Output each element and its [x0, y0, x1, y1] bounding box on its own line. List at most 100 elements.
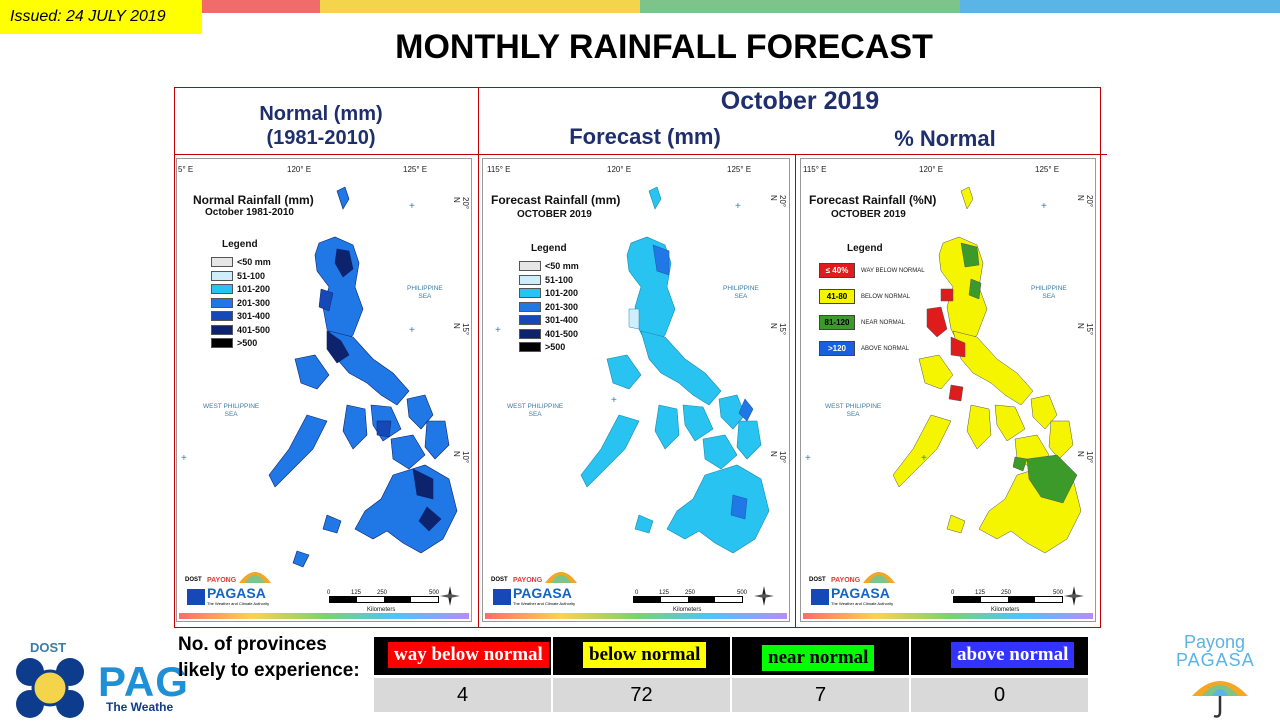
legend-swatch	[519, 301, 541, 312]
legend-item: <50 mm	[211, 257, 271, 267]
legend-swatch	[211, 311, 233, 321]
legend-swatch: 81-120	[819, 315, 855, 330]
normal-header-line2: (1981-2010)	[266, 127, 376, 149]
scale-unit: Kilometers	[673, 607, 702, 613]
logo-pagasa: PAGASA	[513, 585, 572, 601]
grid-cross: +	[805, 453, 811, 464]
scale-0: 0	[951, 590, 955, 596]
grid-cross: +	[921, 453, 927, 464]
legend-swatch	[519, 288, 541, 298]
color-strip	[179, 613, 469, 619]
pagasa-mini-logo: DOST PAYONG PAGASA The Weather and Clima…	[489, 561, 589, 609]
category-count: 0	[911, 678, 1088, 712]
category-header-cell: near normal	[732, 637, 909, 675]
tick-lon-125: 125° E	[403, 165, 428, 174]
logo-tagline: The Weather and Climate Authority	[831, 601, 894, 606]
panel-title: Forecast Rainfall (%N)	[809, 193, 936, 207]
sea-line2: SEA	[846, 411, 860, 418]
category-header-cell: below normal	[553, 637, 730, 675]
logo-pagasa: PAG	[98, 658, 189, 705]
sea-line1: PHILIPPINE	[723, 285, 759, 292]
legend-item: 301-400	[211, 311, 270, 321]
legend-label: 101-200	[237, 284, 271, 294]
legend-item: 201-300	[211, 297, 271, 308]
legend-label: ABOVE NORMAL	[861, 345, 910, 352]
sea-label-philippine: PHILIPPINE SEA	[723, 285, 759, 301]
tick-lon-125: 125° E	[727, 165, 752, 174]
pagasa-emblem-icon	[16, 658, 84, 718]
category-header-cell: way below normal	[374, 637, 551, 675]
umbrella-icon	[493, 572, 577, 605]
legend-label: >500	[237, 338, 258, 348]
logo-pagasa: PAGASA	[831, 585, 890, 601]
panel-title: Forecast Rainfall (mm)	[491, 193, 620, 207]
logo-payong: PAYONG	[513, 577, 543, 584]
legend-label: 51-100	[237, 270, 266, 281]
sea-label-philippine: PHILIPPINE SEA	[407, 285, 443, 301]
scale-500: 500	[737, 590, 748, 596]
legend-item: >500	[519, 342, 565, 352]
legend-item: >120 ABOVE NORMAL	[819, 341, 909, 356]
legend-item: 201-300	[519, 301, 578, 312]
grid-cross: +	[495, 325, 501, 336]
sea-line1: PHILIPPINE	[407, 285, 443, 292]
tick-lon-120: 120° E	[919, 165, 944, 174]
tick-lon-125: 125° E	[1035, 165, 1060, 174]
stripe-blue	[960, 0, 1280, 13]
map-philippines-normal	[268, 186, 458, 568]
legend-label: BELOW NORMAL	[861, 293, 911, 300]
pagasa-mini-logo: DOST PAYONG PAGASA The Weather and Clima…	[807, 561, 907, 609]
legend-label: NEAR NORMAL	[861, 319, 906, 326]
scale-250: 250	[377, 590, 388, 596]
tick-lon-115: 5° E	[178, 165, 194, 174]
sea-line1: WEST PHILIPPINE	[507, 403, 564, 410]
legend-label: WAY BELOW NORMAL	[861, 267, 925, 274]
sea-line2: SEA	[528, 411, 542, 418]
logo-tagline: The Weather and Climate Authority	[513, 601, 576, 606]
map-panel-percent: 115° E 120° E 125° E 20° N 15° N 10° N F…	[800, 158, 1096, 622]
grid-cross: +	[181, 453, 187, 464]
compass-icon	[440, 586, 460, 606]
legend-item: 101-200	[211, 284, 270, 294]
scale-unit: Kilometers	[991, 607, 1020, 613]
scale-bar	[329, 596, 439, 603]
panel-subtitle: OCTOBER 2019	[831, 209, 906, 220]
sea-label-philippine: PHILIPPINE SEA	[1031, 285, 1067, 301]
panel-subtitle: October 1981-2010	[205, 207, 294, 218]
normal-header-line1: Normal (mm)	[259, 103, 383, 125]
scale-unit: Kilometers	[367, 607, 396, 613]
panel-title-text: Normal Rainfall (mm)	[193, 193, 314, 207]
panel-subtitle: OCTOBER 2019	[517, 209, 592, 220]
percent-header: % Normal	[894, 126, 996, 151]
legend-title: Legend	[222, 239, 258, 250]
legend-swatch	[519, 328, 541, 339]
logo-dost: DOST	[491, 577, 508, 583]
grid-cross: +	[735, 201, 741, 212]
tick-lon-120: 120° E	[607, 165, 632, 174]
normal-header: Normal (mm) (1981-2010)	[176, 102, 466, 150]
tick-lon-120: 120° E	[287, 165, 312, 174]
sea-line1: WEST PHILIPPINE	[825, 403, 882, 410]
logo-tagline: The Weather and Climate Authority	[207, 601, 270, 606]
category-label: below normal	[583, 642, 707, 668]
grid-cross: +	[409, 325, 415, 336]
legend-label: 301-400	[545, 315, 579, 325]
logo-dost: DOST	[30, 640, 67, 655]
legend-swatch: >120	[819, 341, 855, 356]
stripe-yellow	[320, 0, 640, 13]
legend-swatch	[211, 324, 233, 335]
legend-item: 51-100	[519, 274, 573, 285]
sea-line2: SEA	[418, 293, 432, 300]
legend-label: 201-300	[237, 297, 271, 308]
category-count: 4	[374, 678, 551, 712]
legend-title: Legend	[847, 243, 883, 254]
legend-item: 101-200	[519, 288, 578, 298]
legend-item: 81-120 NEAR NORMAL	[819, 315, 905, 330]
frame-div2	[795, 155, 796, 628]
scale-125: 125	[659, 590, 670, 596]
sea-line1: WEST PHILIPPINE	[203, 403, 260, 410]
legend-swatch: ≤ 40%	[819, 263, 855, 278]
legend-item: 301-400	[519, 315, 578, 325]
compass-icon	[1064, 586, 1084, 606]
sea-line2: SEA	[1042, 293, 1056, 300]
